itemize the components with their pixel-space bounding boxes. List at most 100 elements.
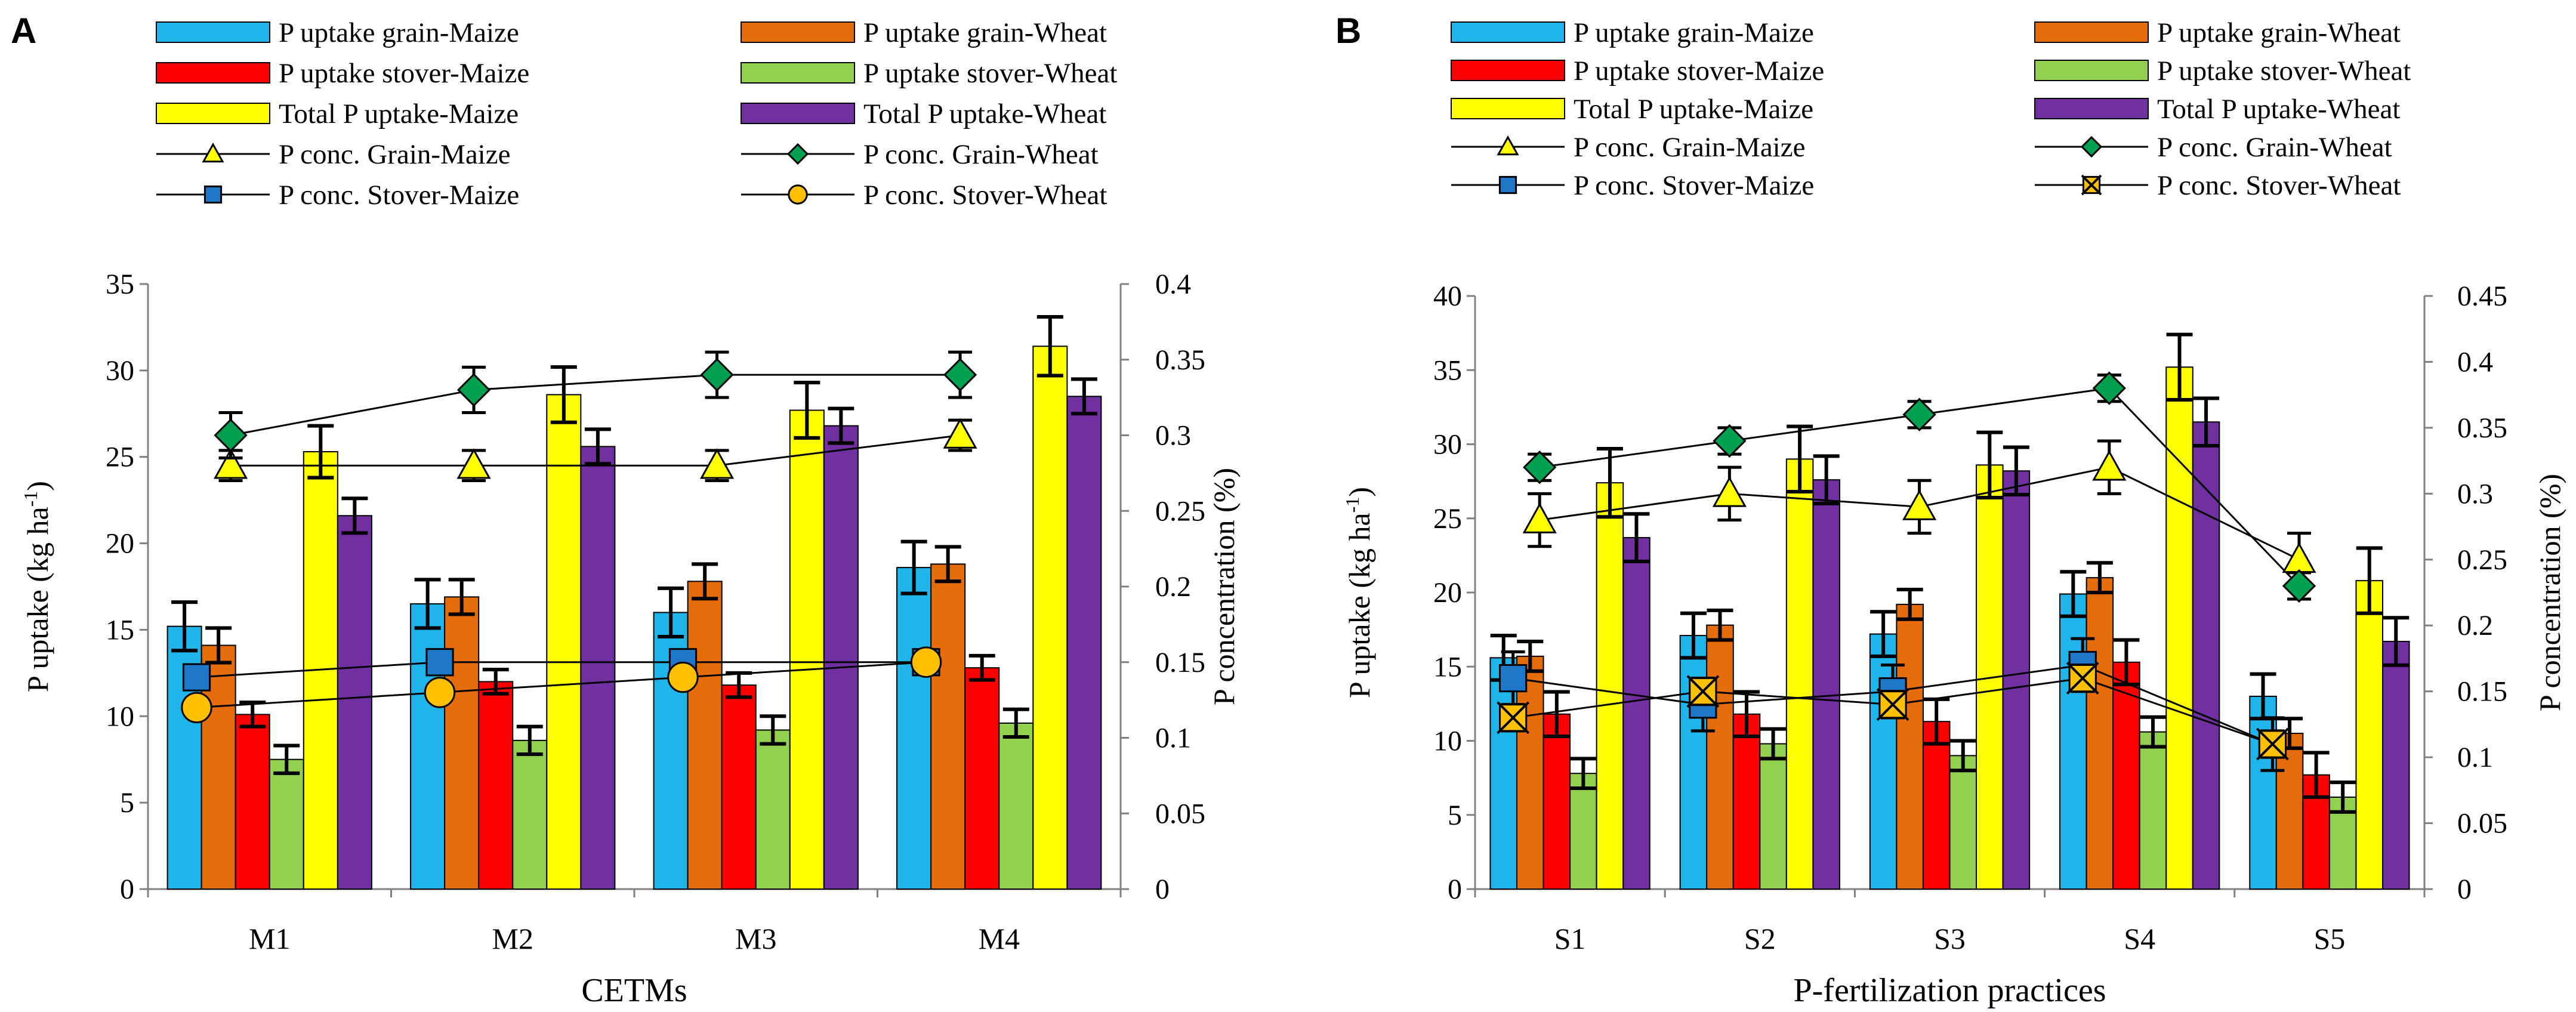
- panel-a-legend-item: Total P uptake-Wheat: [741, 98, 1106, 129]
- series-line: [230, 434, 961, 467]
- bar: [755, 729, 791, 890]
- bar: [1542, 713, 1571, 890]
- point-marker-x: [1876, 688, 1909, 721]
- y2-tick-label: 0.4: [2457, 346, 2493, 378]
- point-marker-diamond: [214, 418, 248, 452]
- point-marker-diamond: [1713, 424, 1747, 458]
- bar: [2355, 580, 2383, 890]
- y-tick-label: 30: [106, 355, 134, 387]
- panel-b-legend-item: P conc. Grain-Wheat: [2035, 132, 2392, 163]
- legend-label: P conc. Grain-Wheat: [863, 139, 1099, 170]
- point-marker-diamond: [700, 357, 734, 392]
- bar: [1759, 743, 1787, 890]
- legend-label: P conc. Stover-Maize: [279, 180, 519, 211]
- panel-b-legend-item: P conc. Stover-Maize: [1451, 170, 1814, 201]
- bar: [2112, 661, 2140, 890]
- legend-label: P conc. Grain-Maize: [1574, 132, 1805, 163]
- y2-tick-label: 0.45: [2457, 280, 2507, 312]
- y-tick-label: 15: [1433, 651, 1462, 683]
- y2-tick-label: 0: [2457, 874, 2472, 905]
- legend-swatch: [156, 103, 270, 124]
- y-tick-label: 30: [1433, 429, 1462, 461]
- bar: [687, 581, 723, 890]
- panel-b-legend-item: P conc. Stover-Wheat: [2035, 170, 2401, 201]
- bar: [1706, 624, 1734, 890]
- bar: [2381, 641, 2410, 890]
- y2-tick-label: 0.1: [1155, 723, 1191, 754]
- bar: [546, 394, 582, 890]
- bar: [1066, 396, 1102, 890]
- point-marker-diamond: [2092, 371, 2126, 405]
- y-tick-label: 35: [1433, 354, 1462, 386]
- series-line: [196, 661, 927, 709]
- legend-label: P uptake grain-Wheat: [2157, 17, 2401, 48]
- bar: [823, 425, 859, 890]
- bar: [2249, 695, 2277, 890]
- bar: [580, 446, 616, 890]
- legend-swatch: [156, 21, 270, 43]
- panel-b-lines: [1497, 371, 2316, 772]
- legend-label: Total P uptake-Maize: [279, 98, 519, 129]
- point-marker-diamond: [2282, 569, 2316, 603]
- y-tick-label: 0: [1448, 874, 1462, 905]
- panel-b-legend-item: P uptake grain-Maize: [1451, 17, 1814, 48]
- point-marker-circle: [667, 661, 699, 693]
- panel-b-axes: 0 5 10 15 20 25 30 35 40 0 0.05 0.1 0.15 0.2 0.25 0.3 0.…: [1341, 280, 2566, 1009]
- bar: [2139, 731, 2167, 890]
- panel-a-legend: P uptake grain-Maize P uptake grain-Wheat…: [156, 17, 1117, 211]
- panel-b-legend-item: Total P uptake-Wheat: [2034, 94, 2400, 125]
- y-tick-label: 25: [106, 442, 134, 473]
- panel-a-y-axis-title: P uptake (kg ha-1): [20, 481, 54, 692]
- point-marker-triangle: [2092, 450, 2127, 481]
- panel-b-legend-item: Total P uptake-Maize: [1451, 94, 1813, 125]
- panel-a-legend-item: P conc. Grain-Maize: [156, 139, 510, 170]
- point-marker-x-cross-b: [2256, 727, 2289, 761]
- point-marker-x-cross-b: [1686, 675, 1720, 708]
- panel-b-y2-axis-title: P concentration (%): [2533, 474, 2566, 711]
- y-tick-label: 25: [1433, 503, 1462, 535]
- legend-swatch: [156, 62, 270, 84]
- bar: [1516, 655, 1544, 890]
- legend-label: P conc. Grain-Maize: [279, 139, 510, 170]
- legend-marker-x: [2081, 174, 2102, 196]
- legend-swatch: [741, 103, 855, 124]
- y2-tick-label: 0.4: [1155, 269, 1191, 300]
- legend-label: Total P uptake-Wheat: [863, 98, 1106, 129]
- y-tick-label: 35: [106, 269, 134, 300]
- panel-b-y-axis-title: P uptake (kg ha-1): [1341, 487, 1376, 698]
- legend-label: P conc. Stover-Maize: [1574, 170, 1814, 201]
- y-title-end: ): [1343, 487, 1376, 497]
- panel-a-legend-item: P uptake grain-Wheat: [741, 17, 1107, 48]
- legend-swatch: [2034, 21, 2149, 43]
- legend-swatch: [2034, 60, 2149, 81]
- bar: [2275, 733, 2304, 890]
- bar: [998, 722, 1034, 890]
- bar: [235, 714, 270, 890]
- bar: [1812, 479, 1840, 890]
- point-marker-diamond: [1902, 397, 1936, 431]
- bar: [2002, 470, 2031, 890]
- bar: [721, 684, 757, 890]
- point-marker-triangle: [943, 418, 977, 449]
- point-marker-triangle: [1902, 489, 1937, 520]
- legend-label: P uptake grain-Wheat: [863, 17, 1107, 48]
- y2-tick-label: 0.05: [1155, 798, 1205, 829]
- y-tick-label: 10: [106, 701, 134, 732]
- y2-tick-label: 0.3: [1155, 420, 1191, 452]
- legend-marker-triangle: [1497, 135, 1519, 156]
- legend-swatch: [1451, 21, 1565, 43]
- bar: [1569, 773, 1597, 890]
- point-marker-triangle: [1712, 476, 1747, 507]
- legend-label: Total P uptake-Maize: [1574, 94, 1813, 125]
- panel-b-legend-item: P uptake stover-Wheat: [2034, 55, 2411, 87]
- point-marker-x: [1497, 701, 1530, 735]
- legend-label: P uptake grain-Maize: [279, 17, 519, 48]
- y-tick-label: 15: [106, 614, 134, 646]
- point-marker-x-cross-b: [1876, 688, 1909, 721]
- bar: [269, 758, 304, 890]
- bar: [1949, 755, 1977, 890]
- legend-marker-triangle: [202, 142, 224, 163]
- x-category-label: M2: [492, 922, 533, 955]
- y-tick-label: 40: [1433, 280, 1462, 312]
